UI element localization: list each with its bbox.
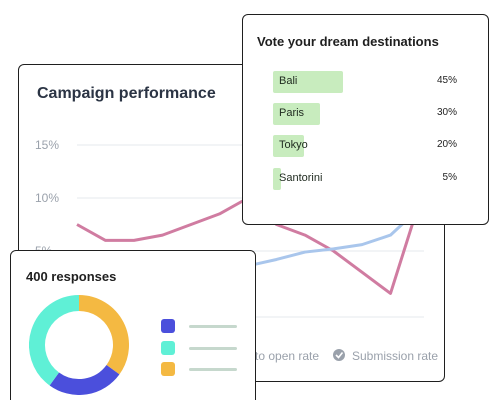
vote-option-label: Paris xyxy=(279,107,305,119)
vote-bar xyxy=(273,103,320,125)
y-tick-label: 15% xyxy=(35,138,59,152)
responses-legend-item xyxy=(161,362,241,376)
vote-option-label: Bali xyxy=(279,75,298,87)
vote-option-tokyo[interactable]: Tokyo 20% xyxy=(273,135,473,157)
responses-legend-item xyxy=(161,319,241,333)
check-circle-icon xyxy=(333,349,345,361)
legend-placeholder-line xyxy=(189,325,237,328)
vote-option-paris[interactable]: Paris 30% xyxy=(273,103,473,125)
campaign-title: Campaign performance xyxy=(37,85,216,102)
vote-title: Vote your dream destinations xyxy=(257,34,439,49)
vote-option-percent: 5% xyxy=(442,172,457,183)
vote-option-label: Tokyo xyxy=(279,139,308,151)
legend-label-open-rate: to open rate xyxy=(255,349,319,363)
legend-placeholder-line xyxy=(189,368,237,371)
responses-donut-chart xyxy=(29,295,129,395)
vote-bar xyxy=(273,168,281,190)
vote-option-percent: 30% xyxy=(436,107,457,118)
y-tick-label: 10% xyxy=(35,191,59,205)
responses-card: 400 responses xyxy=(10,250,256,400)
legend-placeholder-line xyxy=(189,347,237,350)
vote-option-santorini[interactable]: Santorini 5% xyxy=(273,168,473,190)
donut-segment xyxy=(78,295,129,375)
legend-swatch xyxy=(161,319,175,333)
vote-option-percent: 45% xyxy=(436,75,457,86)
vote-option-bali[interactable]: Bali 45% xyxy=(273,71,473,93)
donut-segment xyxy=(49,364,120,395)
vote-option-label: Santorini xyxy=(279,172,323,184)
donut-segment xyxy=(29,295,80,386)
legend-swatch xyxy=(161,341,175,355)
responses-legend-item xyxy=(161,341,241,355)
legend-label-submission-rate: Submission rate xyxy=(352,349,438,363)
legend-swatch xyxy=(161,362,175,376)
responses-title: 400 responses xyxy=(26,269,117,284)
vote-bar xyxy=(273,135,305,157)
vote-option-percent: 20% xyxy=(436,139,457,150)
vote-destinations-card: Vote your dream destinations Bali 45% Pa… xyxy=(242,14,489,225)
vote-bar xyxy=(273,71,343,93)
